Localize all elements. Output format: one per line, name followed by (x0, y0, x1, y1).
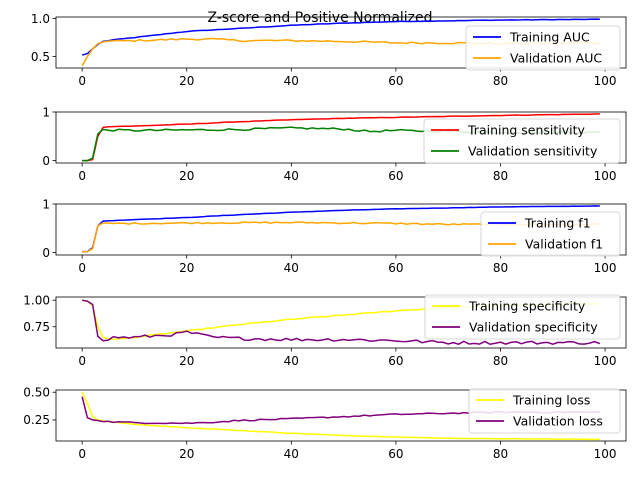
legend-loss: Training loss Validation loss (468, 388, 621, 434)
xtick-label: 100 (594, 354, 617, 368)
xtick-label: 40 (284, 169, 299, 183)
xtick-label: 100 (594, 447, 617, 461)
xtick-label: 0 (78, 447, 86, 461)
subplot-loss: 0.25 0.50 0 20 40 60 80 100 Training loss Validat… (23, 386, 627, 461)
xtick-label: 20 (179, 261, 194, 275)
legend-sensitivity: Training sensitivity Validation sensitivi… (423, 118, 621, 164)
legend-specificity: Training specificity Validation specifici… (424, 294, 621, 340)
xtick-label: 100 (594, 261, 617, 275)
legend-label: Training f1 (524, 216, 591, 231)
legend-label: Validation specificity (469, 320, 598, 335)
xtick-label: 40 (284, 354, 299, 368)
xtick-label: 80 (493, 74, 508, 88)
subplot-specificity: 0.75 1.00 0 20 40 60 80 100 Training specificity… (23, 293, 627, 368)
ytick-label: 0.75 (23, 320, 50, 334)
xtick-label: 40 (284, 447, 299, 461)
series-line-sensitivity-0 (82, 113, 600, 162)
xtick-label: 60 (388, 447, 403, 461)
xtick-label: 80 (493, 261, 508, 275)
xtick-label: 60 (388, 169, 403, 183)
ytick-label: 1 (42, 197, 50, 211)
xtick-label: 80 (493, 447, 508, 461)
axes-frame-sensitivity (55, 111, 627, 164)
axes-frame-f1 (55, 203, 627, 256)
legend-box (465, 25, 621, 71)
legend-label: Validation AUC (510, 51, 602, 66)
xtick-label: 0 (78, 261, 86, 275)
series-line-f1-0 (82, 205, 600, 253)
xtick-label: 60 (388, 74, 403, 88)
xtick-label: 100 (594, 74, 617, 88)
subplot-auc: 0.5 1.0 0 20 40 60 80 100 Training AUC Validation… (31, 12, 627, 88)
legend-label: Training AUC (509, 30, 590, 45)
series-line-specificity-1 (82, 299, 601, 346)
legend-label: Validation sensitivity (468, 144, 598, 159)
xtick-label: 0 (78, 74, 86, 88)
legend-label: Validation f1 (525, 237, 603, 252)
legend-f1: Training f1 Validation f1 (480, 211, 621, 257)
ytick-label: 1 (42, 105, 50, 119)
ytick-label: 1.0 (31, 12, 50, 26)
ytick-label: 0.50 (23, 386, 50, 400)
xtick-label: 20 (179, 169, 194, 183)
xtick-label: 20 (179, 74, 194, 88)
xtick-label: 60 (388, 261, 403, 275)
ytick-label: 1.00 (23, 293, 50, 307)
legend-box (424, 294, 621, 340)
xtick-label: 100 (594, 169, 617, 183)
xtick-label: 80 (493, 169, 508, 183)
xtick-label: 40 (284, 261, 299, 275)
legend-label: Training sensitivity (467, 123, 586, 138)
xtick-label: 0 (78, 169, 86, 183)
series-line-loss-0 (81, 391, 600, 441)
legend-label: Training loss (512, 393, 590, 408)
legend-label: Training specificity (468, 299, 586, 314)
legend-box (468, 388, 621, 434)
ytick-label: 0 (42, 246, 50, 260)
xtick-label: 0 (78, 354, 86, 368)
axes-frame-loss (55, 389, 627, 442)
legend-box (423, 118, 621, 164)
ytick-label: 0 (42, 154, 50, 168)
ytick-label: 0.25 (23, 413, 50, 427)
xtick-label: 80 (493, 354, 508, 368)
legend-auc: Training AUC Validation AUC (465, 25, 621, 71)
xtick-label: 20 (179, 447, 194, 461)
legend-label: Validation loss (513, 414, 603, 429)
xtick-label: 40 (284, 74, 299, 88)
series-line-auc-0 (81, 18, 600, 56)
ytick-label: 0.5 (31, 50, 50, 64)
xtick-label: 60 (388, 354, 403, 368)
axes-frame-specificity (55, 296, 627, 349)
axes-frame-auc (55, 16, 627, 69)
xtick-label: 20 (179, 354, 194, 368)
